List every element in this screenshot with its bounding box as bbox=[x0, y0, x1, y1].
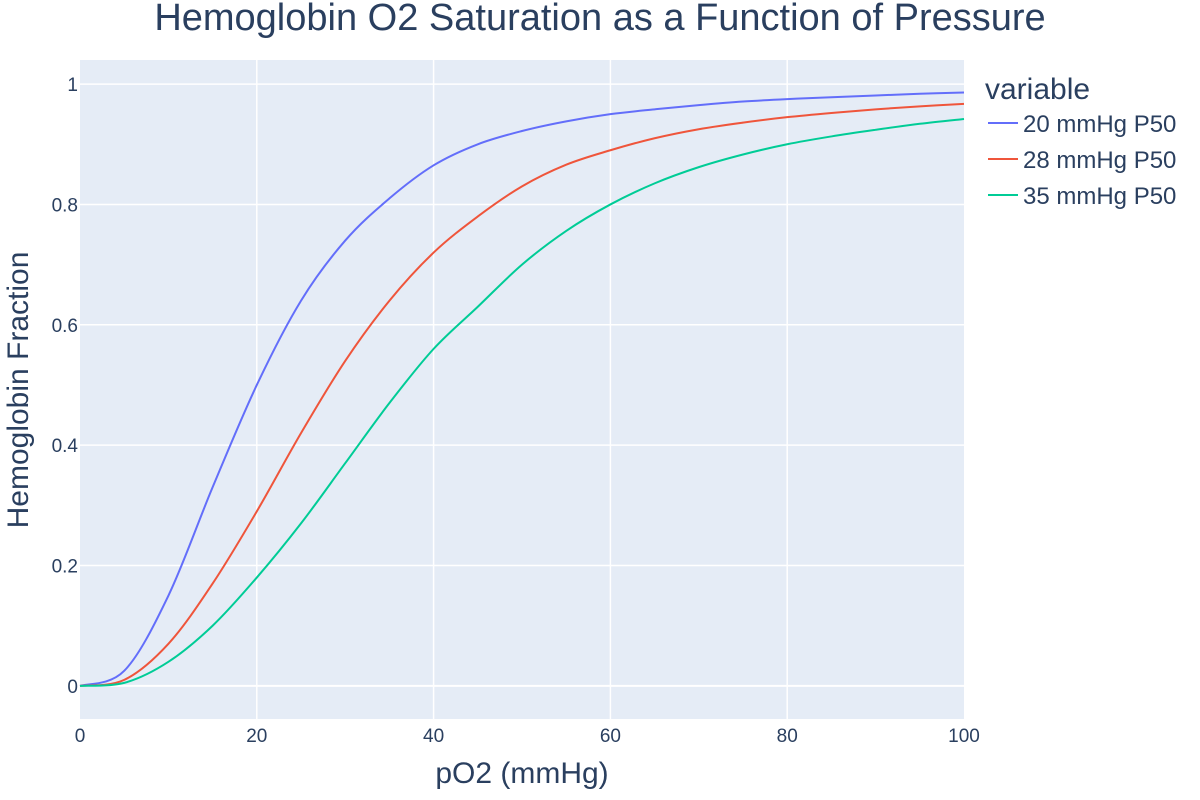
x-tick-label: 20 bbox=[246, 726, 267, 747]
x-tick-label: 80 bbox=[777, 726, 798, 747]
y-tick-label: 1 bbox=[67, 75, 78, 96]
y-tick-label: 0.8 bbox=[52, 195, 78, 216]
legend-title: variable bbox=[985, 73, 1090, 106]
legend-label: 28 mmHg P50 bbox=[1023, 147, 1176, 174]
legend-label: 20 mmHg P50 bbox=[1023, 111, 1176, 138]
x-tick-label: 100 bbox=[948, 726, 980, 747]
y-tick-label: 0.2 bbox=[52, 557, 78, 578]
legend-label: 35 mmHg P50 bbox=[1023, 183, 1176, 210]
legend: variable 20 mmHg P50 28 mmHg P50 35 mmHg P… bbox=[985, 73, 1176, 210]
series-line-2 bbox=[79, 102, 965, 687]
legend-items: 20 mmHg P50 28 mmHg P50 35 mmHg P50 bbox=[988, 111, 1176, 210]
series-lines bbox=[79, 91, 965, 687]
y-axis-ticks: 0 0.2 0.4 0.6 0.8 1 bbox=[52, 75, 79, 698]
legend-item[interactable]: 28 mmHg P50 bbox=[988, 147, 1176, 174]
series-line-1 bbox=[79, 91, 965, 687]
series-line-3 bbox=[79, 117, 965, 687]
x-tick-label: 0 bbox=[75, 726, 86, 747]
x-axis-title: pO2 (mmHg) bbox=[435, 757, 608, 790]
y-tick-label: 0.4 bbox=[52, 436, 79, 457]
y-tick-label: 0 bbox=[67, 677, 78, 698]
x-tick-label: 60 bbox=[600, 726, 621, 747]
chart-title: Hemoglobin O2 Saturation as a Function o… bbox=[154, 0, 1045, 39]
plot-background bbox=[80, 60, 964, 719]
grid-lines bbox=[80, 60, 964, 719]
x-axis-ticks: 0 20 40 60 80 100 bbox=[75, 726, 980, 747]
legend-item[interactable]: 20 mmHg P50 bbox=[988, 111, 1176, 138]
y-axis-title: Hemoglobin Fraction bbox=[2, 252, 35, 529]
y-tick-label: 0.6 bbox=[52, 316, 78, 337]
x-tick-label: 40 bbox=[423, 726, 444, 747]
legend-item[interactable]: 35 mmHg P50 bbox=[988, 183, 1176, 210]
